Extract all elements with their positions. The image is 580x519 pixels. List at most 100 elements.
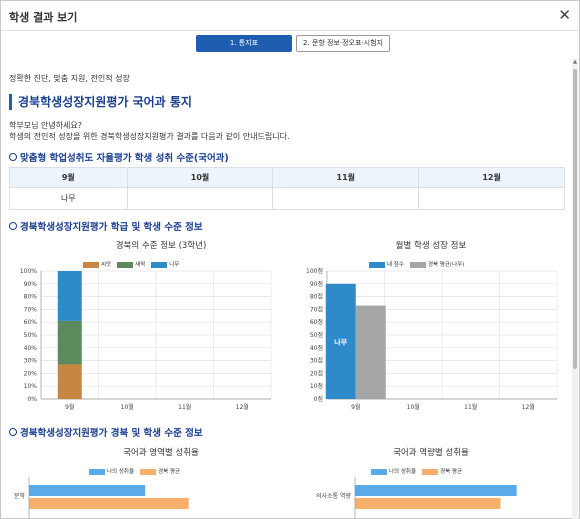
y-tick-label: 80점 xyxy=(310,294,323,301)
legend-item: 나무 xyxy=(151,260,179,268)
greeting-line-1: 학부모님 안녕하세요? xyxy=(9,121,83,130)
legend-item: 경북 평균(나무) xyxy=(409,260,464,268)
legend-label: 나의 성취율 xyxy=(389,469,417,475)
legend-label: 경북 평균 xyxy=(158,469,181,475)
report-content: 정확한 진단, 맞춤 지원, 전인적 성장 경북학생성장지원평가 국어과 통지 … xyxy=(1,59,573,519)
page-title: 경북학생성장지원평가 국어과 통지 xyxy=(9,94,192,110)
section-class-title: 경북학생성장지원평가 학급 및 학생 수준 정보 xyxy=(20,222,203,233)
legend-swatch xyxy=(409,261,426,268)
bar xyxy=(355,305,386,399)
chart-title-growth: 월별 학생 성장 정보 xyxy=(395,241,467,251)
table-cell xyxy=(418,187,565,210)
section-class-heading: 경북학생성장지원평가 학급 및 학생 수준 정보 xyxy=(9,219,203,233)
tab-item-info[interactable]: 2. 문항 정보·정오표·시험지 xyxy=(296,35,390,52)
y-tick-label: 30점 xyxy=(310,358,323,365)
x-tick-label: 12월 xyxy=(522,403,535,411)
legend-swatch xyxy=(117,261,134,268)
y-tick-label: 70% xyxy=(24,306,38,313)
section-achievement-heading: 맞춤형 학업성취도 자율평가 학생 성취 수준(국어과) xyxy=(9,150,229,164)
x-tick-label: 11월 xyxy=(464,403,477,411)
y-tick-label: 문학 xyxy=(14,492,26,500)
bar-segment xyxy=(57,320,82,365)
legend-label: 새싹 xyxy=(135,262,146,268)
legend-swatch xyxy=(89,468,105,475)
legend-swatch xyxy=(371,468,387,475)
table-cell: 나무 xyxy=(9,187,128,210)
y-tick-label: 20% xyxy=(24,370,38,377)
bar-segment xyxy=(57,271,82,321)
close-icon[interactable]: ✕ xyxy=(558,6,571,24)
y-tick-label: 50% xyxy=(24,332,38,339)
bar xyxy=(29,485,146,496)
achievement-table: 9월 10월 11월 12월 나무 xyxy=(9,167,565,210)
y-tick-label: 40% xyxy=(24,345,38,352)
bar xyxy=(29,498,189,509)
bar xyxy=(325,283,356,399)
x-tick-label: 10월 xyxy=(121,403,134,411)
tab-bar: 1. 통지표 2. 문항 정보·정오표·시험지 xyxy=(196,35,390,52)
section-achievement-title: 맞춤형 학업성취도 자율평가 학생 성취 수준(국어과) xyxy=(20,153,229,164)
legend-label: 나무 xyxy=(169,262,180,268)
x-tick-label: 12월 xyxy=(236,403,249,411)
legend-swatch xyxy=(422,468,439,475)
chart-legend-growth: 내 점수 경북 평균(나무) xyxy=(369,260,464,268)
legend-label: 내 점수 xyxy=(387,262,404,268)
legend-item: 씨앗 xyxy=(83,260,111,268)
table-header-cell: 10월 xyxy=(126,167,274,188)
tab-report-card[interactable]: 1. 통지표 xyxy=(196,35,292,52)
modal-titlebar: 학생 결과 보기 ✕ xyxy=(1,1,579,31)
table-header-row: 9월 10월 11월 12월 xyxy=(9,167,565,188)
bar xyxy=(355,498,501,509)
circle-bullet-icon xyxy=(9,222,17,230)
y-tick-label: 10점 xyxy=(310,383,323,390)
bar-data-label: 나무 xyxy=(334,337,347,346)
modal-title: 학생 결과 보기 xyxy=(9,11,78,24)
x-tick-label: 9월 xyxy=(65,403,74,411)
y-tick-label: 10% xyxy=(24,383,38,390)
y-tick-label: 90% xyxy=(24,281,38,288)
y-tick-label: 20점 xyxy=(310,370,323,377)
legend-swatch xyxy=(140,468,157,475)
chart-legend-level: 씨앗 새싹 나무 xyxy=(83,260,179,268)
section-region-title: 경북학생성장지원평가 경북 및 학생 수준 정보 xyxy=(20,428,203,439)
y-tick-label: 100% xyxy=(20,268,37,275)
y-tick-label: 0% xyxy=(27,396,37,403)
legend-item: 나의 성취율 xyxy=(89,467,134,475)
y-tick-label: 60% xyxy=(24,319,38,326)
table-row: 나무 xyxy=(9,187,565,210)
section-region-heading: 경북학생성장지원평가 경북 및 학생 수준 정보 xyxy=(9,425,203,439)
chart-title-domain: 국어과 영역별 성취율 xyxy=(123,448,199,458)
growth-bar-chart: 0점 10점 20점 30점 40점 50점 60점 70점 80점 90점 100점 9월 10월 11… xyxy=(306,268,558,411)
table-cell xyxy=(272,187,420,210)
legend-item: 경북 평균 xyxy=(422,467,462,475)
y-tick-label: 30% xyxy=(24,358,38,365)
y-tick-label: 60점 xyxy=(310,319,323,326)
circle-bullet-icon xyxy=(9,428,17,436)
y-tick-label: 의사소통 역량 xyxy=(316,492,352,500)
circle-bullet-icon xyxy=(9,153,17,161)
x-tick-label: 11월 xyxy=(178,403,191,411)
chart-legend-domain: 나의 성취율 경북 평균 xyxy=(89,467,180,475)
legend-label: 씨앗 xyxy=(101,262,112,268)
vertical-scrollbar[interactable]: ▲ xyxy=(572,59,578,519)
level-stacked-bar-chart: 0% 10% 20% 30% 40% 50% 60% 70% 80% 90% 100% 9월 10월 11… xyxy=(20,268,272,411)
legend-label: 나의 성취율 xyxy=(107,469,135,475)
y-tick-label: 40점 xyxy=(310,345,323,352)
y-tick-label: 0점 xyxy=(314,396,323,403)
domain-hbar-chart: 문학 xyxy=(14,477,189,519)
legend-label: 경북 평균 xyxy=(440,469,463,475)
table-header-cell: 9월 xyxy=(9,167,128,188)
legend-item: 나의 성취율 xyxy=(371,467,416,475)
legend-item: 경북 평균 xyxy=(140,467,180,475)
legend-swatch xyxy=(83,261,99,268)
scroll-up-arrow-icon[interactable]: ▲ xyxy=(573,59,577,65)
table-header-cell: 11월 xyxy=(272,167,420,188)
bar xyxy=(355,485,517,496)
legend-item: 내 점수 xyxy=(369,260,404,268)
scrollbar-thumb[interactable] xyxy=(573,69,577,369)
page-subtitle: 정확한 진단, 맞춤 지원, 전인적 성장 xyxy=(9,74,130,83)
y-tick-label: 70점 xyxy=(310,306,323,313)
table-header-cell: 12월 xyxy=(418,167,565,188)
x-tick-label: 10월 xyxy=(407,403,420,411)
